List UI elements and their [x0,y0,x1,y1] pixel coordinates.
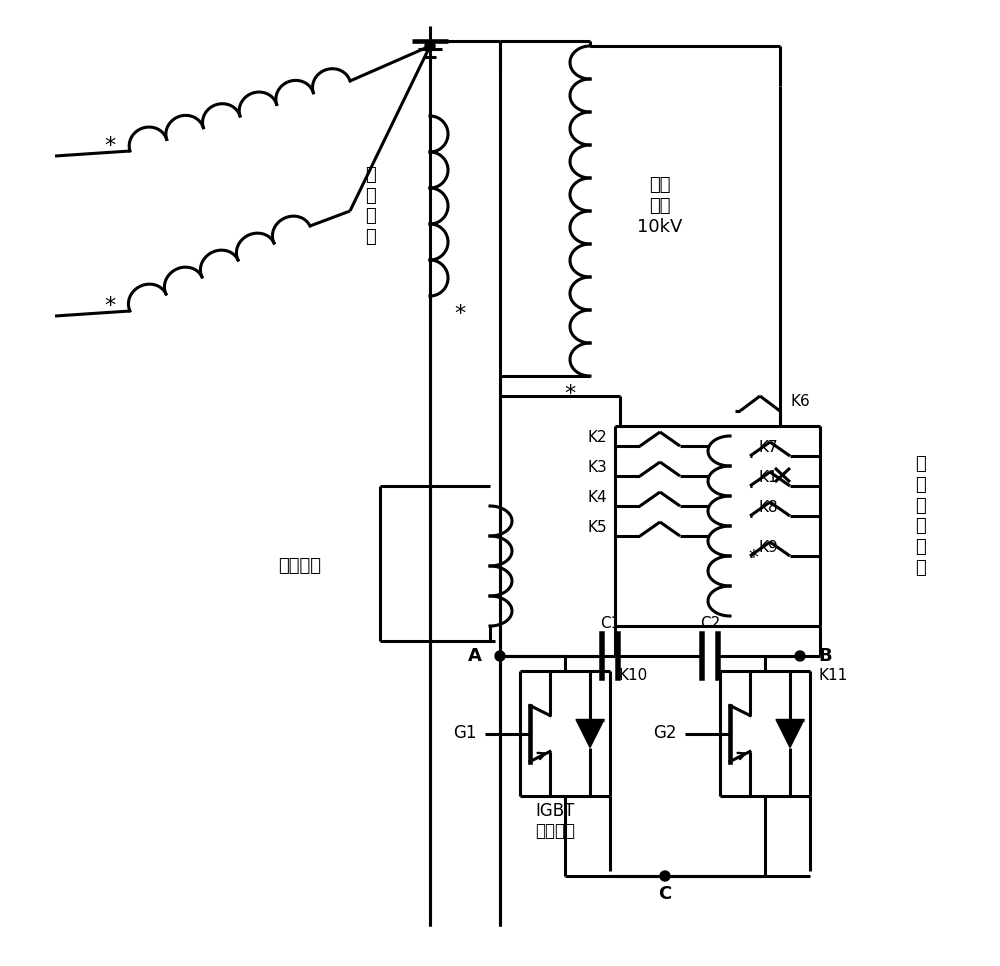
Text: *: * [564,384,576,404]
Text: K11: K11 [818,668,847,684]
Text: K2: K2 [587,431,607,445]
Text: K3: K3 [587,461,607,475]
Circle shape [660,871,670,881]
Circle shape [495,651,505,661]
Text: K7: K7 [758,440,778,456]
Polygon shape [776,720,804,748]
Text: K9: K9 [758,541,778,555]
Text: A: A [468,647,482,665]
Text: K1: K1 [758,470,778,486]
Circle shape [795,651,805,661]
Text: *: * [104,296,116,316]
Text: 低
压
绕
组: 低 压 绕 组 [365,166,375,246]
Circle shape [425,41,435,51]
Text: K10: K10 [618,668,647,684]
Text: IGBT
切换机构: IGBT 切换机构 [535,802,575,840]
Text: 可
调
绕
组
组
件: 可 调 绕 组 组 件 [915,455,925,577]
Text: C: C [658,885,672,903]
Text: G2: G2 [654,724,677,743]
Text: K5: K5 [587,521,607,535]
Text: 高压
绕组
10kV: 高压 绕组 10kV [637,176,683,236]
Text: K6: K6 [790,393,810,409]
Text: C2: C2 [700,616,720,632]
Polygon shape [576,720,604,748]
Text: K4: K4 [587,491,607,505]
Text: K8: K8 [758,500,778,516]
Text: G1: G1 [454,724,477,743]
Text: B: B [818,647,832,665]
Text: *: * [454,304,466,324]
Text: *: * [748,549,758,567]
Text: 测量绕组: 测量绕组 [279,557,322,575]
Text: *: * [104,136,116,156]
Text: C1: C1 [600,616,620,632]
